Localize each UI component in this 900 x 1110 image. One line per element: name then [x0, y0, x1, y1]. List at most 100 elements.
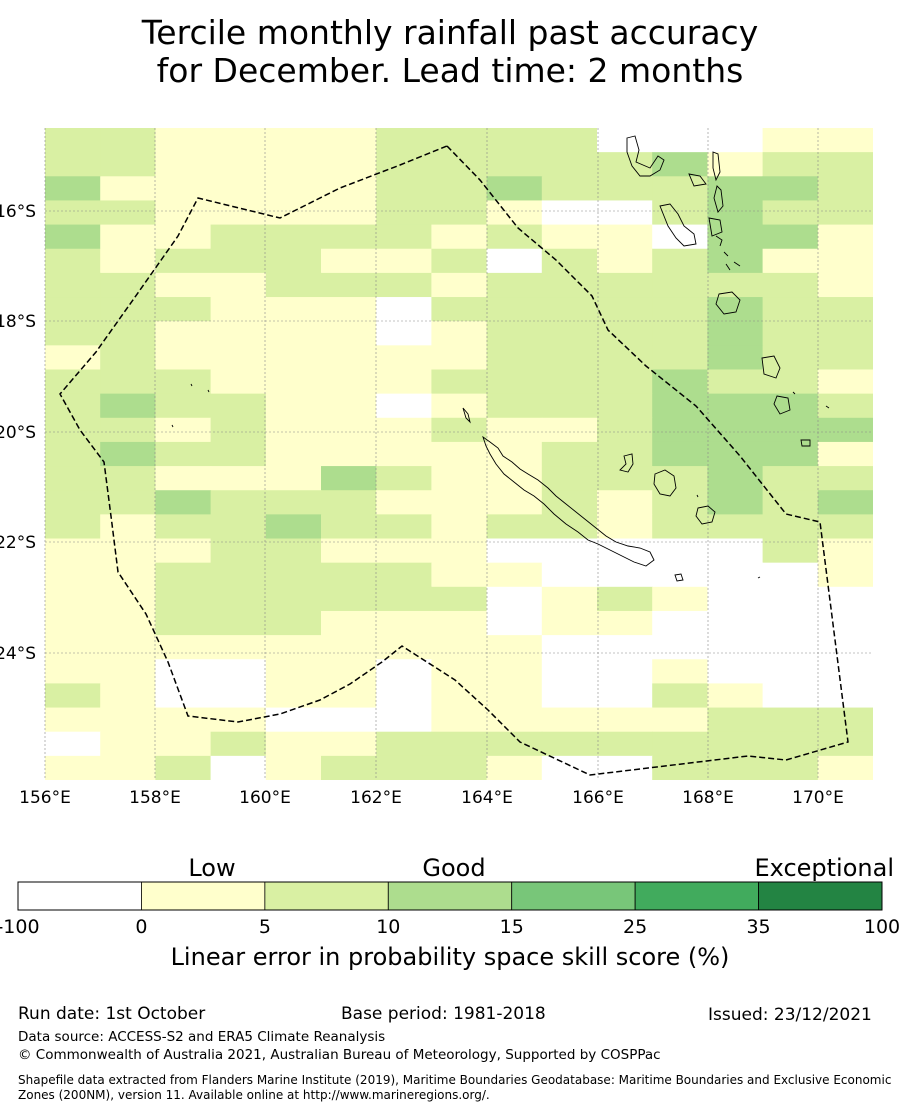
grid-cell	[45, 345, 101, 371]
colorbar-segment	[511, 881, 636, 911]
grid-cell	[100, 490, 156, 515]
grid-cell	[100, 417, 156, 443]
grid-cell	[541, 369, 598, 395]
grid-cell	[431, 345, 488, 371]
grid-cell	[707, 466, 764, 491]
grid-cell	[155, 466, 212, 491]
grid-cell	[486, 321, 543, 346]
grid-cell	[652, 707, 708, 733]
grid-cell	[210, 345, 267, 371]
grid-cell	[762, 152, 819, 177]
grid-cell	[431, 393, 488, 419]
grid-cell	[541, 297, 598, 322]
grid-cell	[321, 441, 377, 467]
grid-cell	[817, 321, 873, 346]
grid-cell	[486, 707, 543, 733]
grid-cell	[597, 176, 653, 202]
grid-cell	[652, 297, 708, 322]
grid-cell	[762, 586, 819, 612]
grid-cell	[431, 224, 488, 250]
grid-cell	[597, 707, 653, 733]
grid-cell	[486, 224, 543, 250]
grid-cell	[541, 441, 598, 467]
grid-cell	[652, 248, 708, 274]
colorbar-segment	[387, 881, 513, 911]
grid-cell	[321, 466, 377, 491]
grid-cell	[210, 466, 267, 491]
maewo-coast	[712, 151, 721, 182]
grid-cell	[45, 466, 101, 491]
grid-cell	[155, 128, 212, 153]
grid-cell	[321, 731, 377, 757]
colorbar-tick-label: 15	[500, 916, 524, 938]
grid-cell	[265, 224, 322, 250]
grid-cell	[652, 610, 708, 636]
coastlines	[171, 135, 830, 582]
grid-cell	[431, 272, 488, 298]
grid-cell	[486, 610, 543, 636]
grid-cell	[597, 731, 653, 757]
efate-coast	[715, 291, 741, 315]
grid-cell	[210, 200, 267, 226]
legend-low-label: Low	[188, 854, 235, 882]
grid-cell	[431, 466, 488, 491]
grid-cell	[652, 635, 708, 660]
grid-cell	[100, 755, 156, 780]
grid-cell	[817, 369, 873, 395]
grid-cell	[210, 538, 267, 564]
grid-cell	[265, 393, 322, 419]
grid-cell	[652, 586, 708, 612]
grid-cell	[431, 176, 488, 202]
latitude-label: 18°S	[0, 312, 36, 332]
grid-cell	[210, 514, 267, 540]
tanna-coast	[773, 395, 791, 415]
grid-cell	[321, 128, 377, 153]
grid-cell	[707, 224, 764, 250]
grid-cell	[597, 659, 653, 685]
grid-cell	[652, 466, 708, 491]
grid-cell	[541, 635, 598, 660]
skill-grid	[45, 128, 873, 780]
grid-cell	[45, 224, 101, 250]
grid-cell	[597, 369, 653, 395]
longitude-label: 166°E	[572, 788, 624, 808]
grid-cell	[210, 610, 267, 636]
grid-cell	[265, 586, 322, 612]
colorbar-outline	[17, 881, 883, 911]
grid-cell	[762, 200, 819, 226]
grid-cell	[486, 369, 543, 395]
grid-cell	[100, 610, 156, 636]
grid-cell	[155, 369, 212, 395]
grid-cell	[321, 224, 377, 250]
grid-cell	[652, 755, 708, 780]
grid-cell	[321, 635, 377, 660]
grid-cell	[486, 417, 543, 443]
grid-cell	[431, 441, 488, 467]
grid-cell	[597, 635, 653, 660]
grid-cell	[541, 272, 598, 298]
grid-cell	[817, 538, 873, 564]
grid-cell	[265, 297, 322, 322]
grid-cell	[431, 755, 488, 780]
grid-cell	[707, 562, 764, 588]
grid-cell	[707, 441, 764, 467]
grid-cell	[155, 345, 212, 371]
grid-cell	[817, 610, 873, 636]
grid-cell	[597, 466, 653, 491]
grid-cell	[597, 514, 653, 540]
grid-cell	[762, 514, 819, 540]
grid-cell	[321, 417, 377, 443]
grid-cell	[100, 466, 156, 491]
grid-cell	[210, 152, 267, 177]
grid-cell	[762, 707, 819, 733]
shapefile-credit: Shapefile data extracted from Flanders M…	[18, 1073, 892, 1102]
grid-cell	[762, 345, 819, 371]
grid-cell	[265, 272, 322, 298]
grid-cell	[210, 683, 267, 709]
grid-cell	[707, 200, 764, 226]
grid-cell	[265, 659, 322, 685]
grid-cell	[817, 441, 873, 467]
grid-cell	[155, 586, 212, 612]
grid-cell	[376, 321, 432, 346]
grid-cell	[265, 369, 322, 395]
